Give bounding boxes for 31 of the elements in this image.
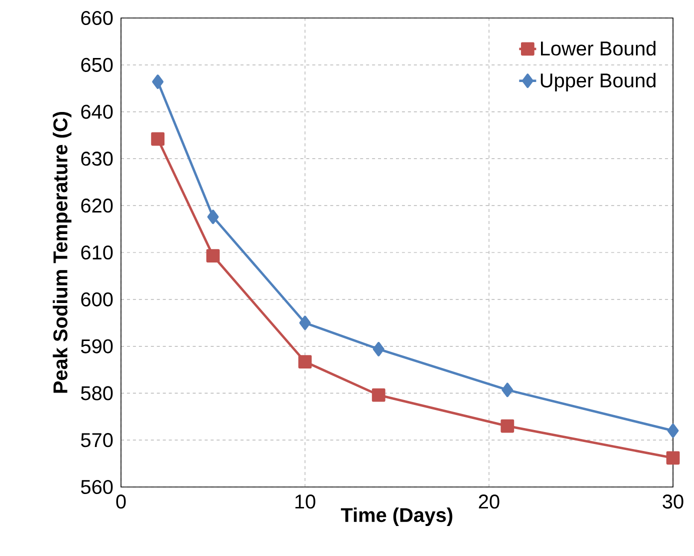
point (152, 74, 164, 89)
legend-label: Upper Bound (540, 72, 656, 92)
point (207, 210, 219, 224)
y-tick-label: 650 (81, 58, 113, 72)
point (666, 451, 680, 465)
point (372, 342, 384, 356)
y-tick-label: 600 (81, 292, 113, 306)
point (151, 132, 164, 146)
y-tick-label: 560 (81, 480, 113, 494)
point (298, 355, 312, 368)
y-tick-label: 610 (81, 245, 113, 260)
y-tick-label: 620 (81, 198, 113, 213)
y-tick-label: 590 (81, 339, 113, 354)
y-tick-label: 570 (81, 433, 113, 448)
point (372, 388, 386, 402)
point (502, 382, 514, 398)
point (299, 316, 311, 330)
x-tick-label: 20 (478, 494, 500, 509)
y-tick-label: 580 (81, 386, 113, 400)
point (500, 419, 514, 433)
legend-label: Lower Bound (541, 40, 656, 56)
y-tick-label: 660 (81, 10, 113, 26)
y-tick-label: 630 (81, 152, 113, 166)
x-tick-label: 0 (116, 494, 126, 509)
x-tick-label: 30 (662, 494, 684, 509)
y-tick-label: 640 (81, 104, 113, 119)
y-axis-title: Peak Sodium Temperature (C) (52, 112, 72, 393)
point (206, 249, 220, 262)
point (667, 424, 679, 438)
x-tick-label: 10 (295, 494, 316, 509)
x-axis-title: Time (Days) (340, 507, 452, 526)
